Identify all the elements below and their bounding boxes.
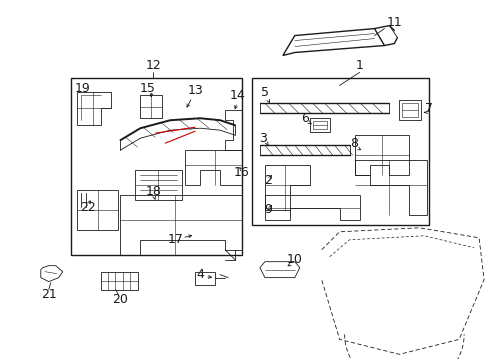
Text: 1: 1 (355, 59, 363, 72)
Text: 2: 2 (264, 174, 271, 186)
Text: 19: 19 (75, 82, 90, 95)
Bar (251, 78, 428, 225)
Text: 15: 15 (139, 82, 155, 95)
Text: 3: 3 (259, 132, 266, 145)
Bar (402, 103, 417, 117)
Text: 8: 8 (350, 137, 358, 150)
Text: 14: 14 (230, 89, 245, 102)
Text: 21: 21 (41, 288, 57, 301)
Bar (312, 121, 326, 129)
Bar (399, 100, 421, 120)
Text: 22: 22 (80, 201, 95, 215)
Text: 18: 18 (145, 185, 161, 198)
Bar (309, 118, 329, 132)
Text: 5: 5 (261, 86, 268, 99)
Text: 9: 9 (264, 203, 271, 216)
Text: 7: 7 (425, 102, 432, 115)
Bar (135, 170, 182, 200)
Text: 4: 4 (196, 268, 203, 281)
Text: 6: 6 (300, 112, 308, 125)
Text: 17: 17 (167, 233, 183, 246)
Bar (77, 190, 118, 230)
Text: 20: 20 (112, 293, 128, 306)
Text: 16: 16 (234, 166, 249, 179)
Bar (71, 78, 242, 255)
Text: 10: 10 (286, 253, 302, 266)
Bar (101, 272, 138, 289)
Bar (140, 95, 162, 118)
Text: 12: 12 (145, 59, 161, 72)
Bar (195, 272, 215, 285)
Text: 11: 11 (386, 16, 402, 29)
Text: 13: 13 (187, 84, 203, 97)
